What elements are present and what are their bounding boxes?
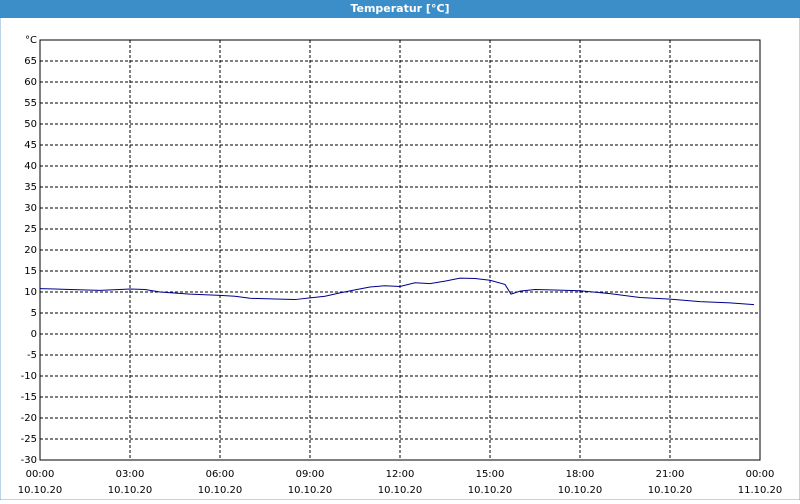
y-tick-label: 65: [24, 56, 37, 67]
x-tick-label: 09:00: [296, 469, 325, 480]
y-tick-label: -10: [21, 371, 37, 382]
title-bar: [0, 0, 800, 18]
y-tick-label: -25: [21, 434, 37, 445]
y-tick-label: -15: [21, 392, 37, 403]
y-tick-label: 35: [24, 182, 37, 193]
x-tick-date: 10.10.20: [18, 485, 63, 496]
x-tick-date: 10.10.20: [648, 485, 693, 496]
x-tick-label: 21:00: [656, 469, 685, 480]
x-tick-label: 00:00: [746, 469, 775, 480]
y-tick-label: 25: [24, 224, 37, 235]
y-tick-label: -5: [27, 350, 37, 361]
y-tick-label: 50: [24, 119, 37, 130]
y-tick-label: -30: [21, 455, 37, 466]
y-tick-label: 0: [31, 329, 37, 340]
x-tick-date: 10.10.20: [198, 485, 243, 496]
x-tick-date: 11.10.20: [738, 485, 783, 496]
x-tick-label: 06:00: [206, 469, 235, 480]
y-tick-label: 60: [24, 77, 37, 88]
y-tick-label: 10: [24, 287, 37, 298]
y-tick-label: 45: [24, 140, 37, 151]
x-tick-date: 10.10.20: [288, 485, 333, 496]
temperature-line: [39, 277, 755, 306]
y-tick-label: °C: [25, 35, 37, 46]
x-tick-label: 15:00: [476, 469, 505, 480]
y-tick-label: 20: [24, 245, 37, 256]
x-tick-date: 10.10.20: [558, 485, 603, 496]
y-tick-label: 15: [24, 266, 37, 277]
x-tick-label: 18:00: [566, 469, 595, 480]
x-tick-date: 10.10.20: [108, 485, 153, 496]
y-tick-label: 40: [24, 161, 37, 172]
y-tick-label: 5: [31, 308, 37, 319]
x-tick-date: 10.10.20: [468, 485, 513, 496]
chart-title: Temperatur [°C]: [350, 2, 449, 15]
x-tick-date: 10.10.20: [378, 485, 423, 496]
x-tick-label: 00:00: [26, 469, 55, 480]
x-tick-label: 12:00: [386, 469, 415, 480]
x-tick-label: 03:00: [116, 469, 145, 480]
y-tick-label: 55: [24, 98, 37, 109]
y-tick-label: -20: [21, 413, 37, 424]
y-tick-label: 30: [24, 203, 37, 214]
